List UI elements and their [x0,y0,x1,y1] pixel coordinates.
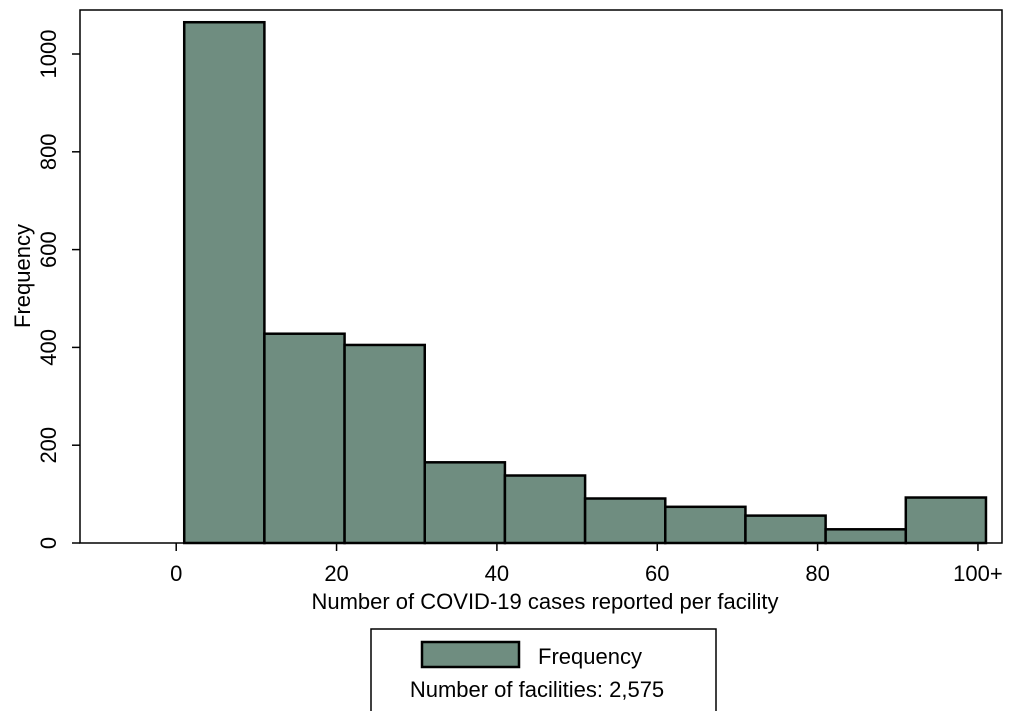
x-tick-label: 0 [170,561,182,586]
legend-swatch [420,640,521,669]
legend-note: Number of facilities: 2,575 [410,677,664,702]
x-tick-label: 20 [324,561,348,586]
x-axis: 0 20 40 60 80 100+ [170,543,1003,586]
y-tick-label: 0 [36,537,61,549]
x-axis-title: Number of COVID-19 cases reported per fa… [311,589,778,614]
y-tick-label: 600 [36,231,61,268]
histogram-bar-4 [423,461,507,545]
histogram-bar-2 [263,332,346,545]
y-tick-label: 200 [36,427,61,464]
histogram-bar-6 [583,497,667,545]
histogram-bar-8 [744,514,827,545]
histogram-bar-7 [664,505,747,545]
histogram-bar-5 [503,474,587,545]
bars-group [182,20,988,545]
y-axis-title: Frequency [10,224,35,328]
histogram-bar-1 [182,20,266,545]
y-tick-label: 400 [36,329,61,366]
x-tick-label: 80 [805,561,829,586]
legend-entry-label: Frequency [538,644,642,669]
histogram-bar-9 [824,528,908,545]
y-tick-label: 800 [36,133,61,170]
y-axis: 0 200 400 600 800 1000 [36,30,80,549]
y-tick-label: 1000 [36,30,61,79]
legend: Frequency Number of facilities: 2,575 [370,628,717,711]
x-tick-label: 40 [485,561,509,586]
x-tick-label: 60 [645,561,669,586]
histogram-bar-10 [904,496,988,545]
histogram-bar-3 [343,343,426,545]
x-tick-label: 100+ [953,561,1003,586]
